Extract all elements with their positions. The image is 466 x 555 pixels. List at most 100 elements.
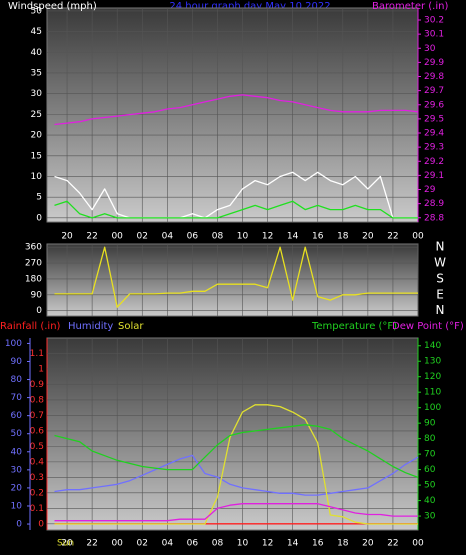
y-tick-label: 30 bbox=[11, 465, 23, 475]
y-tick-label: 90 bbox=[31, 290, 43, 300]
y-tick-label: N bbox=[436, 303, 445, 317]
y-tick-label: 29.5 bbox=[424, 114, 444, 124]
x-tick-label: 14 bbox=[287, 232, 299, 242]
y-tick-label: 270 bbox=[25, 259, 42, 269]
series-label: Rainfall (.in) bbox=[0, 321, 61, 332]
series-label: Temperature (°F) bbox=[311, 321, 397, 332]
x-tick-label: 06 bbox=[187, 232, 199, 242]
y-tick-label: 50 bbox=[11, 429, 23, 439]
y-tick-label: 15 bbox=[31, 151, 42, 161]
y-tick-label: 30.1 bbox=[424, 30, 444, 40]
y-tick-label: E bbox=[436, 287, 444, 301]
y-tick-label: 90 bbox=[424, 419, 436, 429]
y-tick-label: 0.6 bbox=[30, 426, 45, 436]
y-tick-label: 0.3 bbox=[30, 473, 44, 483]
y-tick-label: 140 bbox=[424, 341, 441, 351]
x-tick-label: 16 bbox=[312, 539, 324, 549]
y-tick-label: 20 bbox=[11, 483, 23, 493]
x-tick-label: 12 bbox=[262, 232, 273, 242]
x-tick-label: 04 bbox=[162, 539, 174, 549]
y-tick-label: 0 bbox=[36, 213, 42, 223]
y-tick-label: 10 bbox=[31, 172, 43, 182]
y-tick-label: 5 bbox=[36, 193, 42, 203]
y-tick-label: 360 bbox=[25, 243, 42, 253]
y-tick-label: 1.1 bbox=[30, 349, 44, 359]
y-tick-label: 60 bbox=[424, 465, 436, 475]
series-label: Windspeed (mph) bbox=[8, 1, 97, 12]
x-tick-label: 00 bbox=[111, 232, 123, 242]
x-tick-label: 16 bbox=[312, 232, 324, 242]
y-tick-label: 30 bbox=[31, 89, 43, 99]
x-tick-label: 22 bbox=[387, 539, 398, 549]
x-tick-label: 22 bbox=[86, 539, 97, 549]
x-tick-label: 02 bbox=[137, 232, 148, 242]
y-tick-label: 29.1 bbox=[424, 171, 444, 181]
y-tick-label: 29.7 bbox=[424, 86, 444, 96]
series-line bbox=[54, 424, 419, 479]
y-tick-label: 29.8 bbox=[424, 72, 444, 82]
series-line bbox=[54, 454, 419, 496]
x-tick-label: 02 bbox=[137, 539, 148, 549]
x-tick-label: 20 bbox=[61, 539, 73, 549]
series-label: Barometer (.in) bbox=[372, 1, 448, 12]
y-tick-label: 35 bbox=[31, 68, 42, 78]
y-tick-label: 25 bbox=[31, 110, 42, 120]
y-tick-label: 130 bbox=[424, 357, 441, 367]
y-tick-label: 40 bbox=[424, 496, 436, 506]
y-tick-label: 80 bbox=[424, 434, 436, 444]
x-tick-label: 00 bbox=[412, 539, 424, 549]
y-tick-label: 0 bbox=[38, 519, 44, 529]
x-tick-label: 00 bbox=[111, 539, 123, 549]
y-tick-label: 29.2 bbox=[424, 157, 444, 167]
y-tick-label: 40 bbox=[11, 447, 23, 457]
y-tick-label: 29.9 bbox=[424, 58, 444, 68]
y-tick-label: 50 bbox=[31, 6, 43, 16]
x-tick-label: 08 bbox=[212, 539, 224, 549]
x-tick-label: 10 bbox=[237, 539, 249, 549]
x-tick-label: 12 bbox=[262, 539, 273, 549]
y-tick-label: 0.9 bbox=[30, 380, 45, 390]
y-tick-label: 45 bbox=[31, 27, 42, 37]
chart-title: 24 hour graph day May 10 2022 bbox=[169, 1, 330, 12]
y-tick-label: 28.8 bbox=[424, 213, 444, 223]
series-line bbox=[54, 246, 418, 308]
x-tick-label: 18 bbox=[337, 539, 349, 549]
y-tick-label: 60 bbox=[11, 411, 23, 421]
series-line bbox=[54, 503, 418, 522]
y-tick-label: 70 bbox=[424, 450, 436, 460]
series-label: Dew Point (°F) bbox=[392, 321, 464, 332]
plot-area bbox=[46, 337, 419, 531]
series-line bbox=[54, 404, 418, 525]
annotation: Sun bbox=[57, 539, 74, 549]
y-tick-label: 50 bbox=[424, 481, 436, 491]
x-tick-label: 18 bbox=[337, 232, 349, 242]
y-tick-label: 0.1 bbox=[30, 504, 44, 514]
x-tick-label: 00 bbox=[412, 232, 424, 242]
y-tick-label: 30.2 bbox=[424, 16, 444, 26]
y-tick-label: 30 bbox=[424, 512, 436, 522]
x-tick-label: 20 bbox=[61, 232, 73, 242]
y-tick-label: 0.7 bbox=[30, 411, 44, 421]
x-tick-label: 06 bbox=[187, 539, 199, 549]
y-tick-label: 70 bbox=[11, 393, 23, 403]
series-line bbox=[54, 94, 419, 126]
y-tick-label: W bbox=[434, 256, 446, 270]
x-tick-label: 22 bbox=[86, 232, 97, 242]
y-tick-label: 110 bbox=[424, 388, 441, 398]
y-tick-label: 180 bbox=[25, 274, 42, 284]
y-tick-label: 20 bbox=[31, 131, 43, 141]
x-tick-label: 22 bbox=[387, 232, 398, 242]
y-tick-label: S bbox=[436, 271, 444, 285]
y-tick-label: 28.9 bbox=[424, 199, 444, 209]
y-tick-label: 30 bbox=[424, 44, 436, 54]
y-tick-label: 100 bbox=[424, 403, 441, 413]
plot-area bbox=[46, 243, 419, 317]
x-tick-label: 20 bbox=[362, 539, 374, 549]
series-label: Humidity bbox=[68, 321, 113, 332]
x-tick-label: 14 bbox=[287, 539, 299, 549]
y-tick-label: 10 bbox=[11, 501, 23, 511]
y-tick-label: 29.3 bbox=[424, 143, 444, 153]
y-tick-label: 0 bbox=[36, 306, 42, 316]
